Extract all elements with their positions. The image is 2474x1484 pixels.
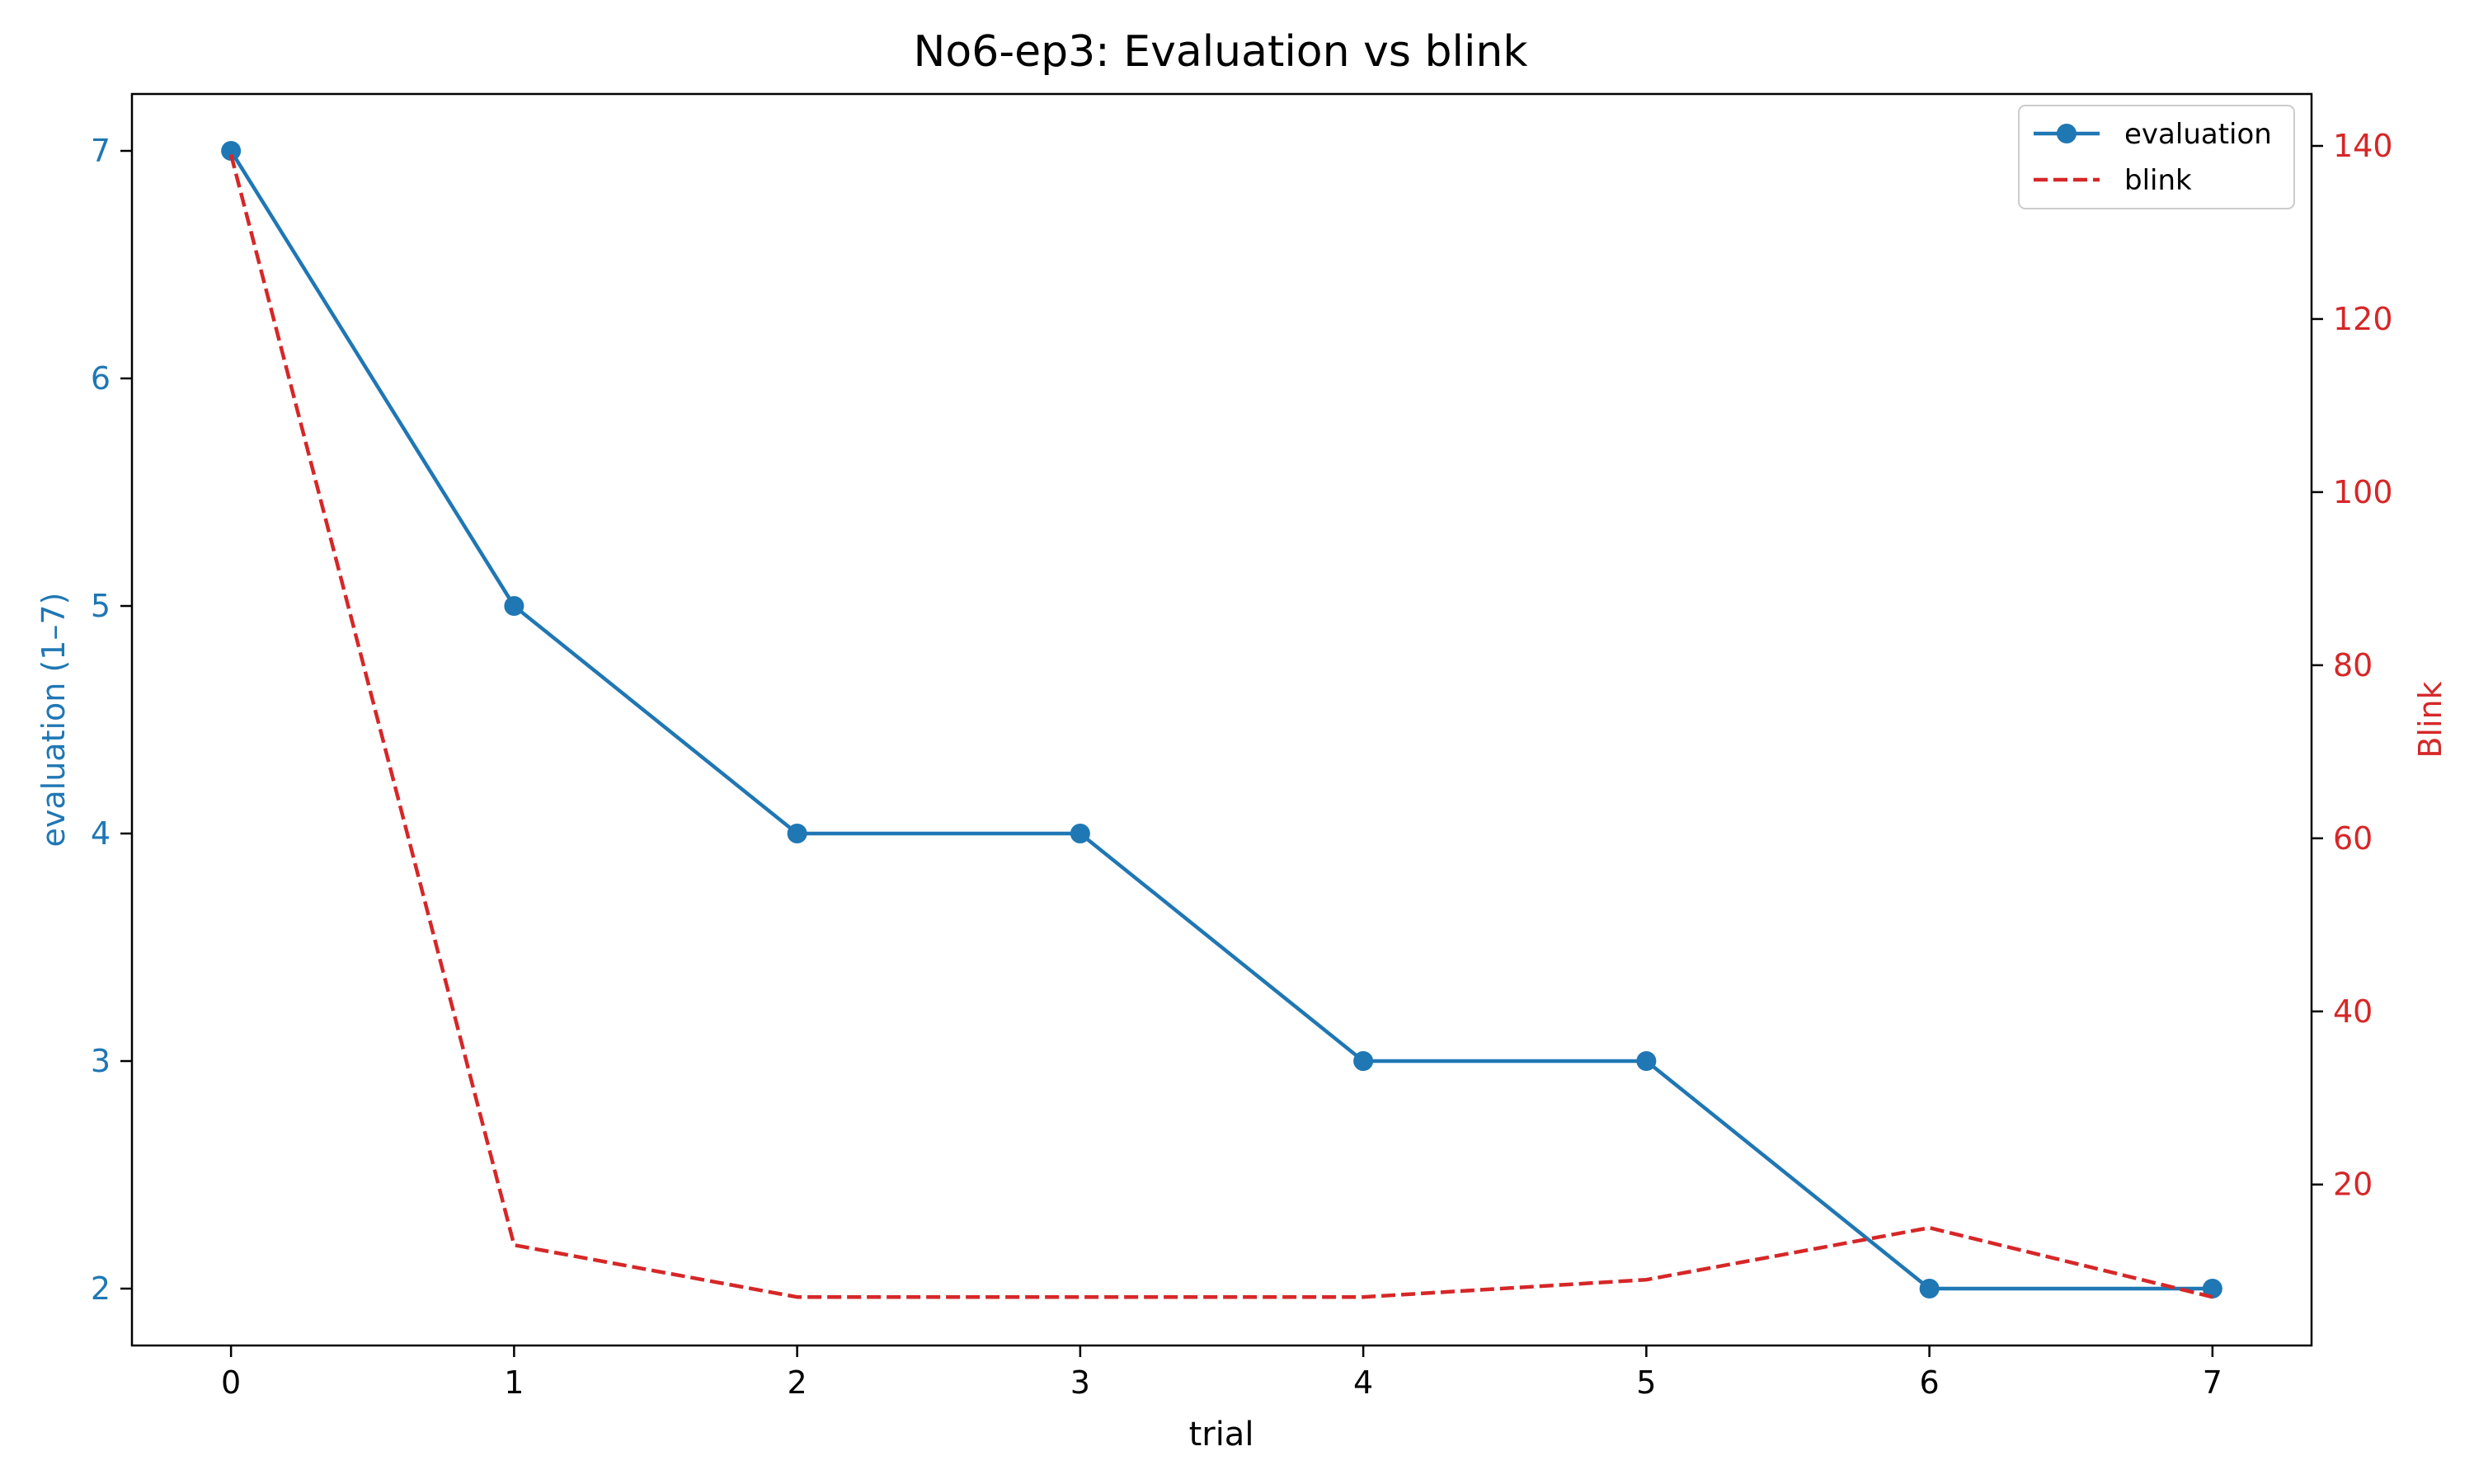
x-axis-label: trial [1189, 1416, 1254, 1453]
chart-title: No6-ep3: Evaluation vs blink [914, 27, 1528, 77]
y-left-tick-label: 5 [91, 588, 111, 624]
y-right-tick-label: 120 [2333, 301, 2393, 337]
y-left-tick-label: 3 [91, 1043, 111, 1079]
x-tick-label: 1 [504, 1364, 524, 1401]
series-evaluation-point [787, 824, 807, 843]
y-right-tick-label: 60 [2333, 820, 2373, 857]
series-evaluation-point [1919, 1279, 1940, 1298]
y-axis-left-label: evaluation (1–7) [35, 593, 72, 848]
series-evaluation-point [1636, 1051, 1657, 1071]
series-blink-line [228, 153, 2213, 1299]
series-evaluation-point [221, 141, 242, 161]
y-right-tick-label: 80 [2333, 647, 2373, 683]
series-evaluation-line [229, 149, 2213, 1291]
x-tick-label: 2 [788, 1364, 807, 1401]
series-evaluation-point [1353, 1051, 1374, 1071]
series-layer [221, 141, 2222, 1299]
y-right-tick-label: 20 [2333, 1167, 2373, 1203]
plot-frame [130, 92, 2313, 1347]
y-axis-right-label: Blink [2412, 681, 2448, 758]
legend-blink-label: blink [2124, 164, 2192, 197]
y-left-tick-label: 7 [91, 133, 111, 169]
legend-evaluation-marker [2057, 124, 2077, 143]
x-tick-label: 6 [1920, 1364, 1940, 1401]
y-right-tick-label: 40 [2333, 993, 2373, 1030]
legend-box [2018, 105, 2295, 209]
x-tick-label: 5 [1636, 1364, 1656, 1401]
x-tick-label: 0 [221, 1364, 241, 1401]
series-evaluation-point [1070, 824, 1090, 843]
x-tick-label: 4 [1353, 1364, 1373, 1401]
y-left-tick-label: 6 [91, 360, 111, 397]
x-tick-label: 3 [1070, 1364, 1090, 1401]
y-right-tick-label: 100 [2333, 474, 2393, 510]
legend: evaluation blink [2018, 105, 2295, 209]
x-tick-label: 7 [2203, 1364, 2222, 1401]
series-evaluation-point [504, 596, 524, 616]
y-left-tick-label: 4 [91, 815, 111, 852]
axes-layer: 0 1 2 3 4 5 6 7 2 3 4 5 6 7 20 40 60 80 100 120 140 [91, 128, 2393, 1401]
legend-evaluation-label: evaluation [2124, 118, 2272, 151]
series-evaluation-point [2202, 1279, 2222, 1298]
y-right-tick-label: 140 [2333, 128, 2393, 164]
y-left-tick-label: 2 [91, 1270, 111, 1307]
